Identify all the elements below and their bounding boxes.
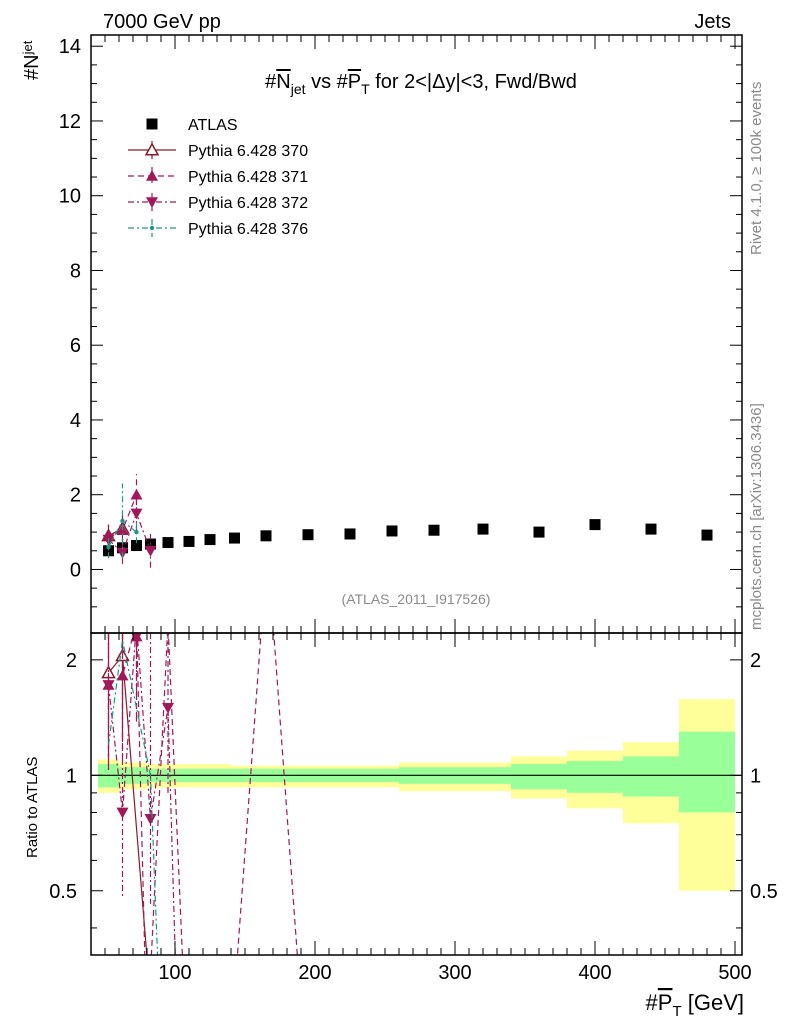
legend-entry: Pythia 6.428 371 (128, 167, 308, 186)
data-point (589, 519, 601, 531)
rivet-version-label: Rivet 4.1.0, ≥ 100k events (748, 82, 765, 255)
ratio-point (102, 680, 115, 691)
y-tick-label: 6 (70, 335, 81, 357)
ratio-line (236, 633, 298, 955)
ratio-y-tick-label-right: 0.5 (750, 881, 778, 903)
data-point (645, 523, 657, 535)
ratio-line (107, 640, 159, 955)
data-point (134, 529, 139, 535)
data-point (162, 537, 174, 549)
data-point (428, 524, 440, 536)
x-tick-label: 200 (298, 962, 331, 984)
y-tick-label: 4 (70, 410, 81, 432)
data-point (144, 545, 157, 557)
x-tick-label: 400 (578, 962, 611, 984)
data-point (204, 534, 216, 546)
data-point (229, 532, 240, 544)
legend-marker (146, 118, 158, 130)
legend-label: Pythia 6.428 370 (188, 143, 308, 160)
y-tick-label: 14 (59, 36, 81, 58)
main-plot-axes: 0 2 4 6 8 10 12 14 (59, 34, 743, 634)
y-tick-label: 12 (59, 111, 81, 133)
x-tick-label: 300 (438, 962, 471, 984)
legend-entry: Pythia 6.428 376 (128, 219, 308, 238)
legend-marker (146, 197, 158, 208)
data-point (260, 530, 272, 542)
series-pythia-6-428-376 (106, 483, 139, 559)
series-atlas (103, 519, 713, 557)
plot-title: #Njet vs #PT for 2<|Δy|<3, Fwd/Bwd (265, 71, 577, 97)
y-tick-label: 8 (70, 260, 81, 282)
legend-marker (144, 142, 160, 156)
ratio-y-tick-label: 1 (66, 765, 77, 787)
ratio-line (107, 633, 176, 955)
ratio-point (116, 807, 129, 819)
x-tick-label: 100 (158, 962, 191, 984)
data-point (386, 525, 398, 537)
series-pythia-6-428-372 (102, 494, 157, 568)
ratio-series-pythia-6-428-372 (102, 633, 176, 955)
y-axis-label-ratio: Ratio to ATLAS (24, 757, 41, 858)
x-tick-label: 500 (718, 962, 751, 984)
ratio-point (162, 702, 174, 714)
ratio-series-pythia-6-428-376 (107, 640, 159, 955)
data-point (533, 526, 545, 538)
y-tick-label: 0 (70, 559, 81, 581)
ratio-series-pythia-6-428-370 (101, 633, 148, 955)
legend-entry: ATLAS (146, 117, 238, 134)
analysis-id-label: (ATLAS_2011_I917526) (342, 591, 491, 607)
ratio-series-pythia-6-428-371 (236, 633, 298, 955)
legend: ATLAS Pythia 6.428 370 Pythia 6.428 371 Pyt… (128, 117, 308, 238)
data-point (130, 488, 143, 500)
data-point (106, 544, 111, 550)
data-point (477, 523, 489, 535)
x-axis-label: #PT [GeV] (646, 990, 744, 1020)
header-energy: 7000 GeV pp (103, 11, 221, 33)
legend-entry: Pythia 6.428 370 (128, 141, 308, 160)
legend-label: Pythia 6.428 371 (188, 169, 308, 186)
y-tick-label: 10 (59, 186, 81, 208)
uncertainty-band-inner (679, 731, 735, 813)
ratio-y-tick-label-right: 1 (750, 765, 761, 787)
uncertainty-band-inner (567, 760, 623, 793)
data-point (130, 508, 143, 520)
series-line (108, 511, 152, 554)
header-process: Jets (694, 11, 731, 33)
main-plot-area (101, 474, 713, 568)
legend-marker (146, 170, 158, 181)
ratio-point (131, 633, 142, 643)
data-point (183, 535, 195, 547)
uncertainty-band-inner (623, 756, 679, 797)
data-point (302, 529, 314, 541)
ratio-point (144, 814, 157, 825)
data-point (344, 528, 356, 540)
frame (90, 632, 743, 956)
legend-entry: Pythia 6.428 372 (128, 193, 308, 212)
legend-label: Pythia 6.428 376 (188, 221, 308, 238)
ratio-line (108, 654, 148, 955)
y-axis-label-top: #Njet (20, 40, 43, 80)
uncertainty-band-inner (511, 764, 567, 790)
ratio-point (116, 669, 129, 681)
legend-label: ATLAS (188, 117, 238, 134)
data-point (131, 540, 142, 552)
data-point (701, 529, 713, 541)
legend-label: Pythia 6.428 372 (188, 195, 308, 212)
ratio-y-tick-label: 0.5 (49, 881, 77, 903)
ratio-plot-area (91, 633, 742, 955)
ratio-y-tick-label: 2 (66, 650, 77, 672)
ratio-y-tick-label-right: 2 (750, 650, 761, 672)
mcplots-label: mcplots.cern.ch [arXiv:1306.3436] (748, 403, 765, 630)
y-tick-label: 2 (70, 485, 81, 507)
ratio-plot-axes: 0.5 0.5 1 1 2 2 100 200 300 400 500 (49, 632, 778, 984)
legend-marker (149, 225, 155, 231)
data-point (120, 518, 125, 524)
